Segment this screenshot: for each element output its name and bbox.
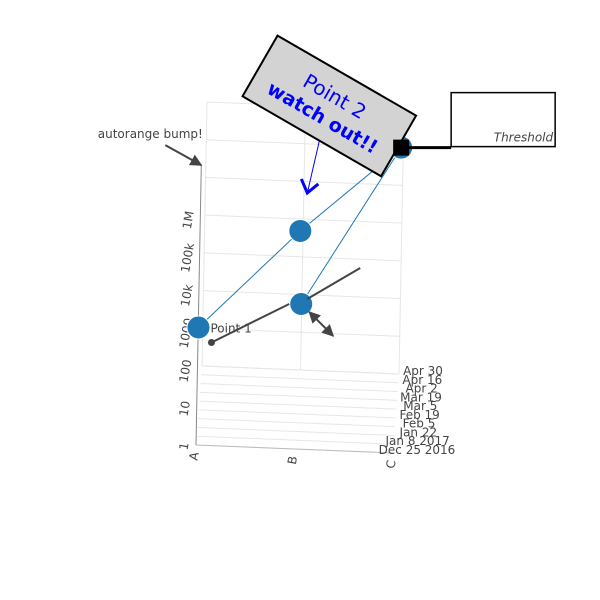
grid-line-y [196,435,394,445]
y-tick-label: Apr 16 [402,373,442,387]
y-tick-label: Mar 19 [400,390,442,404]
x-axis-line [195,444,394,454]
grid-line-y [200,383,398,393]
y-tick-label: Jan 8 2017 [385,434,450,448]
x-tick-label: A [186,450,201,461]
z-tick-label: 1M [180,210,197,230]
grid-line-y [201,374,399,384]
axes-layer [195,165,394,454]
grid-line-y [198,409,396,419]
grid-line-y [197,418,396,428]
grid-line-y [199,400,397,410]
annotation-square-head [393,139,410,156]
z-tick-label: 10k [178,283,196,307]
series-line [198,147,402,328]
annotation-label: autorange bump! [98,127,203,141]
grid-line-y [201,365,400,375]
annotation-label: Threshold [494,131,554,145]
y-tick-label: Apr 30 [403,364,443,378]
z-tick-label: 1 [177,441,192,451]
x-tick-label: C [383,459,398,470]
grid-line-y [199,391,398,401]
annotation-arrow [306,267,361,300]
annotation-label: Point 1 [210,321,251,335]
annotation-arrow [308,311,335,337]
y-tick-label: Mar 5 [403,399,437,413]
z-tick-label: 10 [177,400,193,417]
data-point [288,218,313,243]
y-tick-label: Feb 5 [403,417,436,431]
annotation-arrowhead [299,178,320,196]
z-tick-label: 100 [177,358,195,383]
annotation-arrow [164,144,203,167]
x-tick-label: B [285,455,300,466]
y-tick-label: Dec 25 2016 [379,443,456,457]
z-axis-line [195,165,202,446]
z-tick-label: 100k [178,242,197,274]
annotation-box [450,91,556,148]
annotation-arrow [306,140,320,194]
data-point [186,315,211,340]
y-tick-label: Apr 2 [406,382,438,396]
annotation-arrow [211,303,290,344]
annotation-dot [207,338,215,346]
grid-line-y [197,426,395,436]
y-tick-label: Jan 22 [399,425,438,439]
y-tick-label: Feb 19 [399,408,439,422]
